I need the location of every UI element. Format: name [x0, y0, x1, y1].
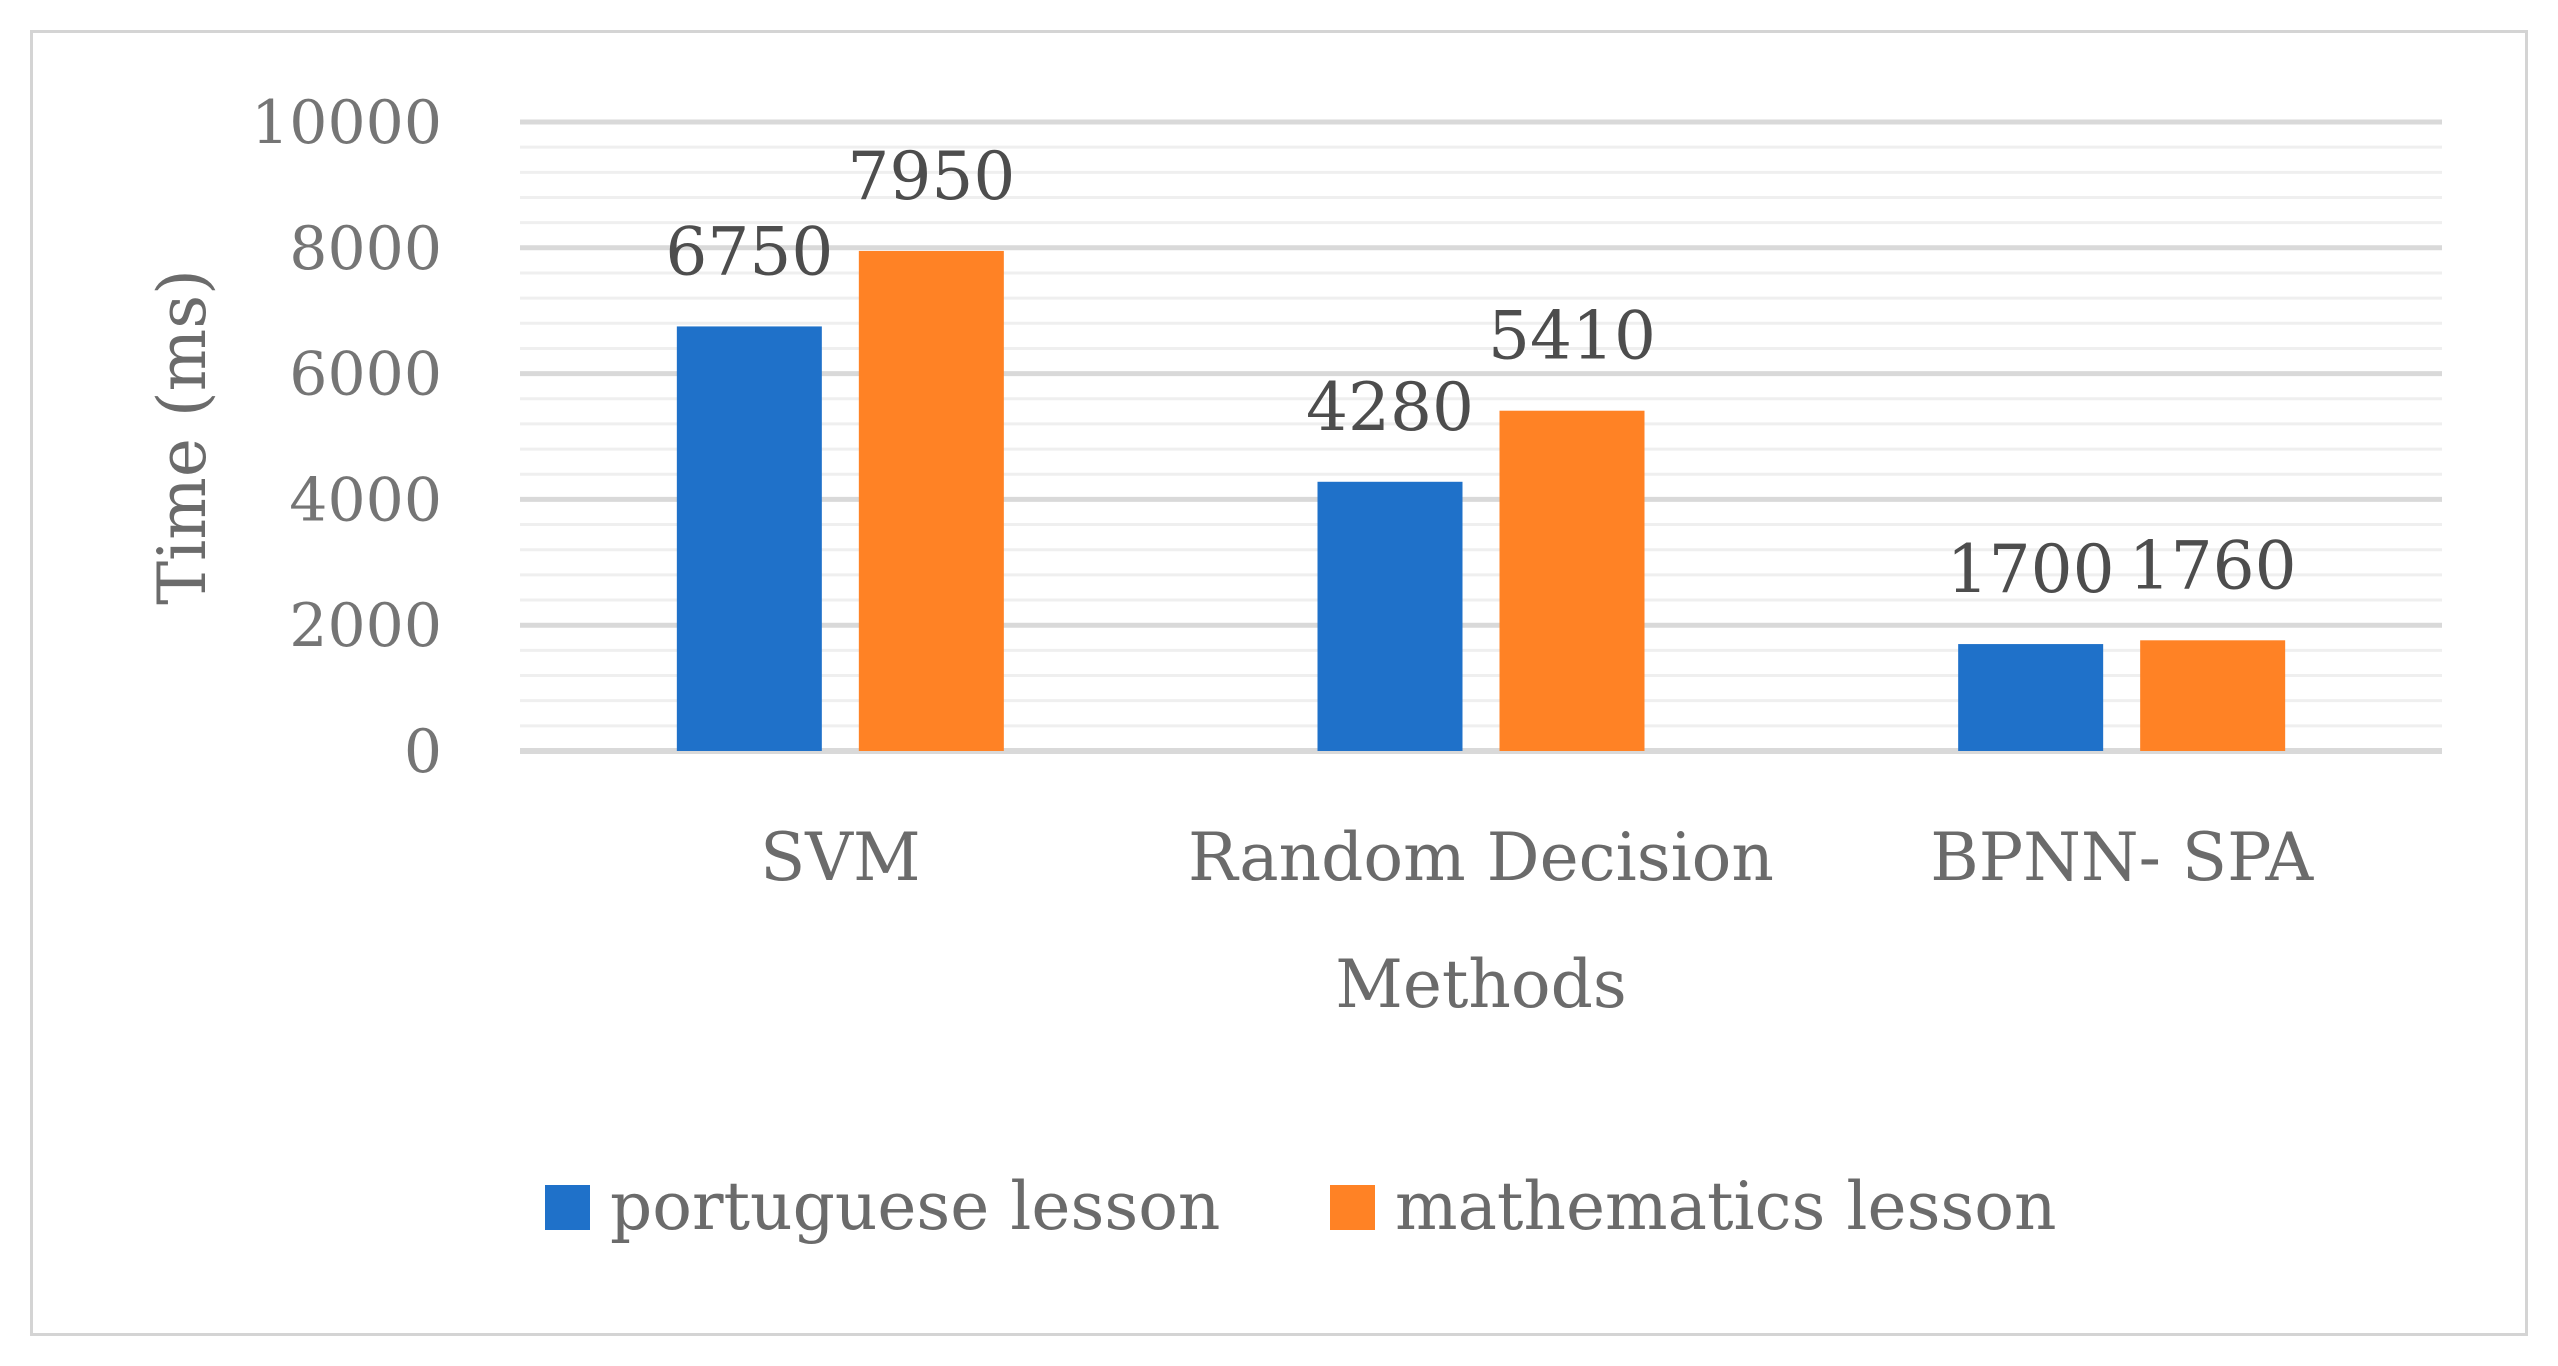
- y-tick-label: 4000: [289, 465, 442, 535]
- bars: [676, 250, 2286, 751]
- x-axis-categories: SVM Random Decision BPNN- SPA: [760, 819, 2314, 896]
- legend-label: mathematics lesson: [1395, 1168, 2057, 1245]
- x-category-label: Random Decision: [1188, 819, 1774, 896]
- bar-mathematics-1: [1499, 410, 1645, 751]
- y-axis-ticks: 0 2000 4000 6000 8000 10000: [251, 88, 442, 787]
- x-category-label: BPNN- SPA: [1930, 819, 2314, 896]
- legend-swatch: [545, 1185, 590, 1230]
- data-label: 6750: [665, 213, 833, 290]
- legend-label: portuguese lesson: [610, 1168, 1220, 1245]
- y-axis-title: Time (ms): [144, 269, 221, 605]
- data-label: 5410: [1488, 298, 1656, 375]
- x-axis-title: Methods: [1335, 946, 1627, 1023]
- bar-portuguese-1: [1317, 481, 1463, 751]
- y-tick-label: 8000: [289, 214, 442, 284]
- data-label: 1700: [1947, 531, 2115, 608]
- legend: portuguese lesson mathematics lesson: [545, 1168, 2057, 1245]
- x-category-label: SVM: [760, 819, 920, 896]
- gridlines: [520, 119, 2442, 754]
- bar-mathematics-2: [2140, 640, 2286, 751]
- data-label: 1760: [2129, 527, 2297, 604]
- bar-mathematics-0: [858, 250, 1004, 751]
- legend-swatch: [1330, 1185, 1375, 1230]
- y-tick-label: 6000: [289, 340, 442, 410]
- y-tick-label: 2000: [289, 591, 442, 661]
- y-tick-label: 0: [404, 717, 442, 787]
- bar-portuguese-0: [676, 326, 822, 751]
- y-tick-label: 10000: [251, 88, 442, 158]
- data-label: 7950: [847, 138, 1015, 215]
- bar-portuguese-2: [1958, 644, 2104, 751]
- data-label: 4280: [1306, 369, 1474, 446]
